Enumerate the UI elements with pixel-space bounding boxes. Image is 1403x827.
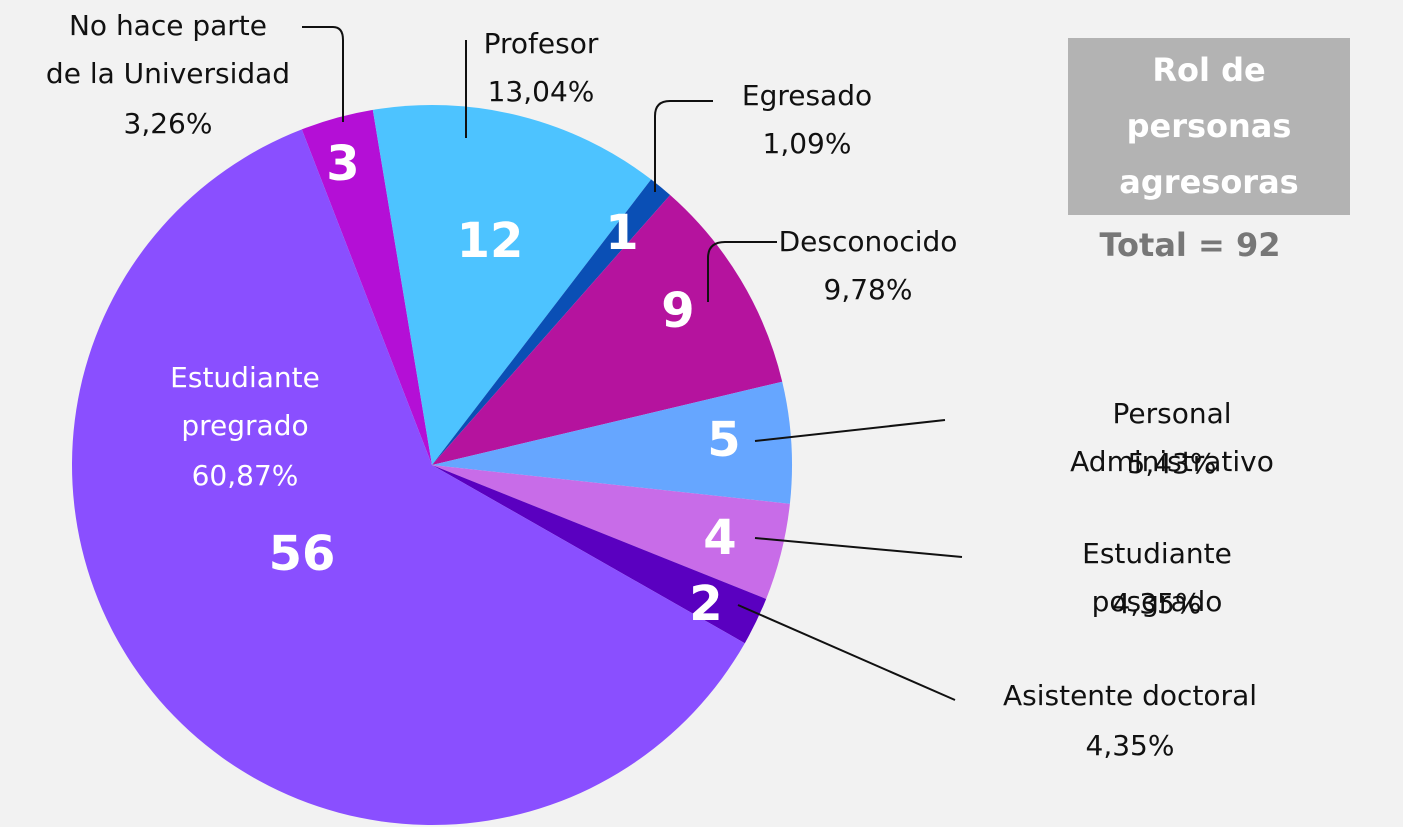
category-label: No hace parte de la Universidad [45, 9, 291, 90]
percent-label: 3,26% [123, 107, 213, 140]
percent-label: 4,35% [1112, 587, 1202, 620]
leader-line [754, 537, 963, 558]
leader-line [654, 100, 713, 192]
pie-slice [71, 129, 745, 826]
pie-slice [432, 465, 790, 599]
pie-slice [432, 179, 671, 466]
data-label: 4 [703, 510, 736, 566]
category-label: Profesor [483, 27, 599, 60]
data-label: 5 [707, 412, 740, 468]
pie-slice [301, 109, 432, 465]
category-label: Estudiante posgrado [1082, 537, 1232, 618]
category-label: Desconocido [778, 225, 958, 258]
percent-label: 1,09% [762, 127, 852, 160]
category-label: Egresado [741, 79, 873, 112]
category-label: Asistente doctoral [1002, 679, 1258, 712]
leader-line [754, 419, 946, 442]
percent-label: 13,04% [487, 75, 595, 108]
pie-slice [432, 381, 792, 504]
data-label: 56 [269, 526, 336, 582]
percent-label: 9,78% [823, 273, 913, 306]
category-label: Personal Administrativo [1070, 397, 1274, 478]
leader-line [302, 26, 344, 122]
pie-slice [372, 105, 652, 465]
chart-title: Rol de personas agresoras [1068, 38, 1350, 215]
data-label: 12 [457, 213, 524, 269]
percent-label: 4,35% [1085, 729, 1175, 762]
pie-slice [432, 194, 783, 465]
leader-line [707, 241, 777, 302]
total-label: Total = 92 [1099, 226, 1281, 264]
category-label: Estudiante pregrado [170, 361, 320, 442]
percent-label: 5,43% [1127, 447, 1217, 480]
pie-slice [432, 465, 767, 644]
data-label: 1 [605, 205, 638, 261]
percent-label: 60,87% [191, 459, 299, 492]
leader-line [737, 604, 956, 701]
data-label: 3 [326, 136, 359, 192]
data-label: 9 [661, 283, 694, 339]
data-label: 2 [689, 576, 722, 632]
